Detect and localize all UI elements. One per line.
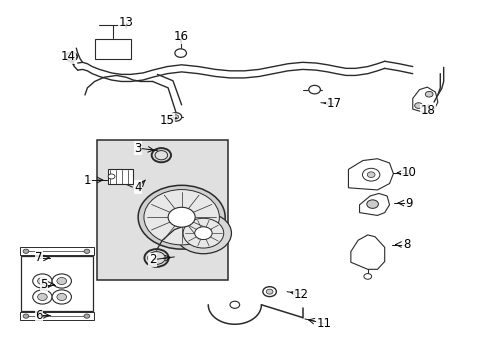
Text: 1: 1 xyxy=(83,174,91,186)
Circle shape xyxy=(170,113,181,121)
Circle shape xyxy=(366,172,374,177)
Bar xyxy=(20,312,94,320)
Circle shape xyxy=(84,314,90,318)
Circle shape xyxy=(68,54,74,59)
Circle shape xyxy=(414,103,422,108)
Circle shape xyxy=(143,190,219,245)
Text: 4: 4 xyxy=(134,181,142,194)
Circle shape xyxy=(308,85,320,94)
Circle shape xyxy=(138,185,224,249)
Text: 5: 5 xyxy=(40,278,47,291)
Circle shape xyxy=(366,200,378,208)
Circle shape xyxy=(38,293,47,301)
Circle shape xyxy=(33,290,52,304)
Circle shape xyxy=(84,249,90,253)
Text: 13: 13 xyxy=(119,16,133,29)
Circle shape xyxy=(425,91,432,97)
Bar xyxy=(20,247,94,255)
Circle shape xyxy=(175,213,231,254)
Text: 14: 14 xyxy=(61,50,75,63)
Text: 3: 3 xyxy=(134,141,142,154)
Circle shape xyxy=(57,278,66,284)
Text: 9: 9 xyxy=(404,197,412,210)
Circle shape xyxy=(52,290,71,304)
Circle shape xyxy=(108,174,115,179)
Circle shape xyxy=(52,274,71,288)
Bar xyxy=(108,169,133,184)
Bar xyxy=(21,256,93,311)
Text: 2: 2 xyxy=(148,253,156,266)
Text: 18: 18 xyxy=(420,104,435,117)
Text: 12: 12 xyxy=(293,288,308,301)
Text: 7: 7 xyxy=(35,252,42,265)
Circle shape xyxy=(362,168,379,181)
Bar xyxy=(97,140,227,280)
Circle shape xyxy=(168,207,195,227)
Text: 11: 11 xyxy=(316,317,331,330)
Circle shape xyxy=(229,301,239,308)
Circle shape xyxy=(38,278,47,284)
Polygon shape xyxy=(412,87,437,113)
Text: 6: 6 xyxy=(35,309,42,322)
Text: 8: 8 xyxy=(402,238,409,251)
Circle shape xyxy=(175,49,186,57)
Circle shape xyxy=(57,293,66,301)
Circle shape xyxy=(263,287,276,297)
Circle shape xyxy=(265,289,272,294)
Circle shape xyxy=(33,274,52,288)
Polygon shape xyxy=(350,235,384,269)
Polygon shape xyxy=(348,159,393,190)
Circle shape xyxy=(23,249,29,253)
Bar xyxy=(95,39,131,59)
Text: 15: 15 xyxy=(160,114,174,127)
Circle shape xyxy=(363,274,371,279)
Polygon shape xyxy=(359,193,389,215)
Circle shape xyxy=(183,218,223,248)
Text: 17: 17 xyxy=(326,97,341,110)
Circle shape xyxy=(23,314,29,318)
Text: 16: 16 xyxy=(173,30,188,43)
Circle shape xyxy=(194,227,212,239)
Circle shape xyxy=(173,115,179,119)
Text: 10: 10 xyxy=(401,166,415,179)
